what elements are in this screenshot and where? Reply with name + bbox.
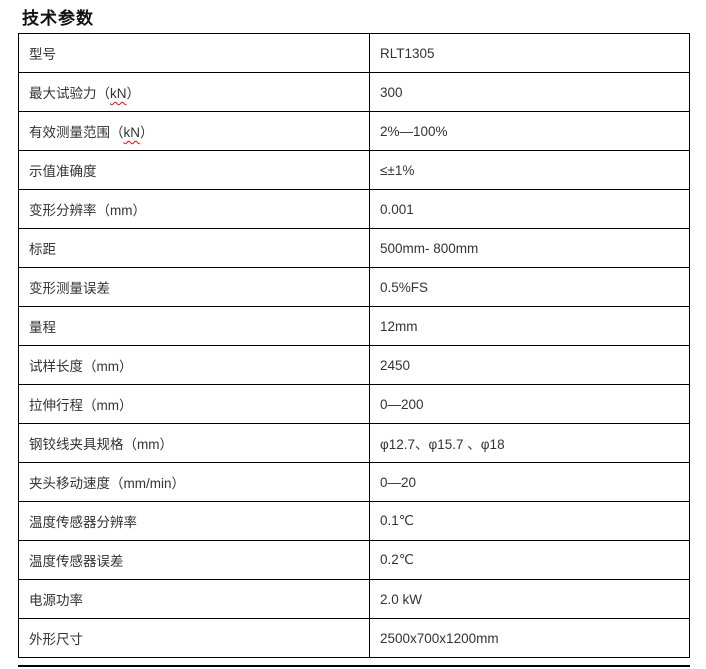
table-row: 标距 500mm- 800mm: [18, 228, 690, 268]
param-value-cell: 2%—100%: [369, 111, 690, 151]
param-value-cell: ≤±1%: [369, 150, 690, 190]
param-name-cell: 型号: [18, 33, 370, 73]
param-name-cell: 标距: [18, 228, 370, 268]
param-value-cell: 500mm- 800mm: [369, 228, 690, 268]
param-name-cell: 温度传感器误差: [18, 540, 370, 580]
param-value-cell: RLT1305: [369, 33, 690, 73]
table-row: 外形尺寸 2500x700x1200mm: [18, 618, 690, 658]
param-value-cell: 2.0 kW: [369, 579, 690, 619]
param-value-cell: 300: [369, 72, 690, 112]
param-value-cell: φ12.7、φ15.7 、φ18: [369, 423, 690, 463]
param-value-cell: 0.5%FS: [369, 267, 690, 307]
param-name-cell: 夹头移动速度（mm/min）: [18, 462, 370, 502]
param-value-cell: 0—200: [369, 384, 690, 424]
param-name-cell: 有效测量范围（kN）: [18, 111, 370, 151]
param-name-cell: 温度传感器分辨率: [18, 501, 370, 541]
spec-table-body: 型号 RLT1305 最大试验力（kN） 300 有效测量范围（kN） 2%—100% 示值…: [18, 33, 690, 658]
param-value-cell: 2500x700x1200mm: [369, 618, 690, 658]
param-value-cell: 0—20: [369, 462, 690, 502]
param-name-cell: 拉伸行程（mm）: [18, 384, 370, 424]
param-name-cell: 钢铰线夹具规格（mm）: [18, 423, 370, 463]
table-row: 温度传感器误差 0.2℃: [18, 540, 690, 580]
misspell-underline: kN: [123, 125, 141, 140]
param-value-cell: 0.1℃: [369, 501, 690, 541]
param-value-cell: 0.001: [369, 189, 690, 229]
table-row: 型号 RLT1305: [18, 33, 690, 73]
table-row: 试样长度（mm） 2450: [18, 345, 690, 385]
misspell-underline: kN: [110, 86, 127, 101]
param-name-cell: 试样长度（mm）: [18, 345, 370, 385]
param-name-cell: 电源功率: [18, 579, 370, 619]
table-row: 变形分辨率（mm） 0.001: [18, 189, 690, 229]
table-row: 夹头移动速度（mm/min） 0—20: [18, 462, 690, 502]
param-name-cell: 外形尺寸: [18, 618, 370, 658]
table-row: 变形测量误差 0.5%FS: [18, 267, 690, 307]
table-row: 钢铰线夹具规格（mm） φ12.7、φ15.7 、φ18: [18, 423, 690, 463]
param-name-cell: 变形分辨率（mm）: [18, 189, 370, 229]
table-row: 电源功率 2.0 kW: [18, 579, 690, 619]
table-row: 示值准确度 ≤±1%: [18, 150, 690, 190]
table-row: 拉伸行程（mm） 0—200: [18, 384, 690, 424]
table-row: 量程 12mm: [18, 306, 690, 346]
table-row: 有效测量范围（kN） 2%—100%: [18, 111, 690, 151]
param-name-cell: 变形测量误差: [18, 267, 370, 307]
param-name-cell: 量程: [18, 306, 370, 346]
spec-table: 型号 RLT1305 最大试验力（kN） 300 有效测量范围（kN） 2%—100% 示值…: [18, 33, 690, 658]
param-name-cell: 最大试验力（kN）: [18, 72, 370, 112]
param-name-cell: 示值准确度: [18, 150, 370, 190]
table-row: 最大试验力（kN） 300: [18, 72, 690, 112]
next-table-top-border: [18, 665, 690, 667]
param-value-cell: 0.2℃: [369, 540, 690, 580]
page-title: 技术参数: [22, 9, 94, 28]
table-row: 温度传感器分辨率 0.1℃: [18, 501, 690, 541]
param-value-cell: 12mm: [369, 306, 690, 346]
param-value-cell: 2450: [369, 345, 690, 385]
